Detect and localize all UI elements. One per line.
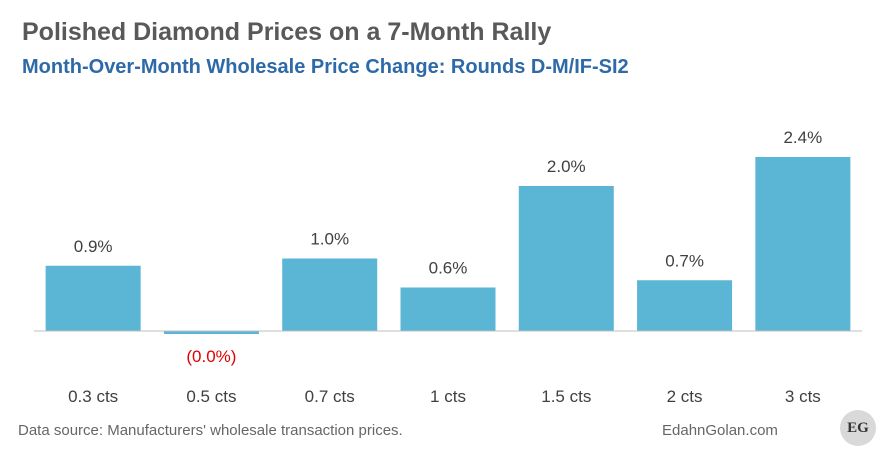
bar-0_3-cts: [45, 265, 141, 331]
value-label: (0.0%): [186, 347, 236, 366]
category-label: 2 cts: [667, 387, 703, 406]
bar-3-cts: [755, 157, 851, 331]
category-label: 1.5 cts: [541, 387, 591, 406]
chart-subtitle: Month-Over-Month Wholesale Price Change:…: [22, 56, 629, 78]
bar-0_5-cts: [163, 331, 259, 334]
value-label: 0.9%: [74, 237, 113, 256]
bar-1-cts: [400, 287, 496, 331]
category-label: 3 cts: [785, 387, 821, 406]
value-label: 0.7%: [665, 251, 704, 270]
bar-2-cts: [637, 280, 733, 331]
category-label: 0.5 cts: [186, 387, 236, 406]
data-source-note: Data source: Manufacturers' wholesale tr…: [18, 422, 403, 439]
eg-logo: EG: [840, 410, 876, 446]
site-credit: EdahnGolan.com: [662, 422, 778, 439]
bar-0_7-cts: [282, 258, 378, 331]
chart-title: Polished Diamond Prices on a 7-Month Ral…: [22, 18, 552, 46]
value-label: 0.6%: [429, 259, 468, 278]
value-label: 2.0%: [547, 157, 586, 176]
value-label: 1.0%: [310, 230, 349, 249]
value-label: 2.4%: [783, 128, 822, 147]
bar-1_5-cts: [518, 186, 614, 331]
category-label: 1 cts: [430, 387, 466, 406]
category-label: 0.3 cts: [68, 387, 118, 406]
category-label: 0.7 cts: [305, 387, 355, 406]
